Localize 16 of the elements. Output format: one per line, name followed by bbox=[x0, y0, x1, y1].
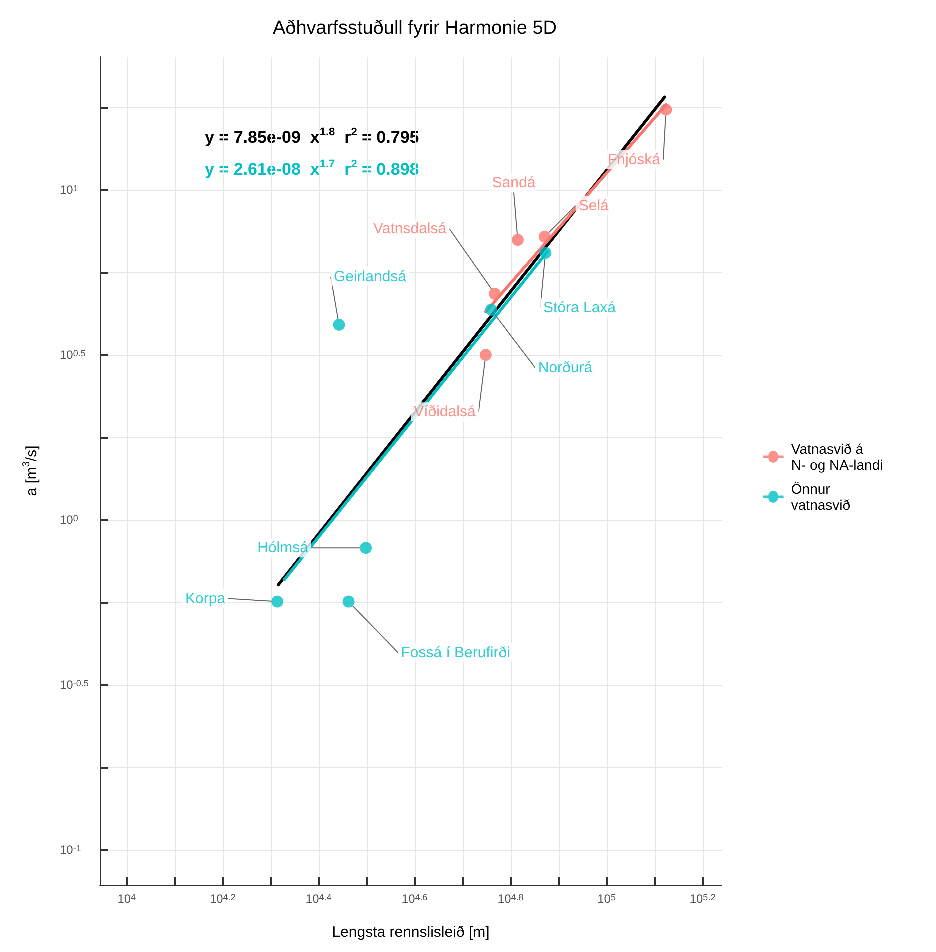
annotation: Sandá bbox=[492, 174, 536, 192]
legend-label: Önnur vatnasvið bbox=[791, 481, 851, 513]
annotation: Vatnsdalsá bbox=[373, 220, 448, 238]
annotation: Norðurá bbox=[538, 359, 594, 376]
annotation: Geirlandsá bbox=[334, 268, 408, 286]
x-axis-title: Lengsta rennslisleið [m] bbox=[332, 924, 490, 941]
annotation: Hólmsá bbox=[258, 540, 310, 557]
chart-title: Aðhvarfsstuðull fyrir Harmonie 5D bbox=[272, 18, 558, 39]
annotation: Fossá í Berufirði bbox=[401, 644, 510, 662]
annotation: Víðidalsá bbox=[414, 404, 476, 421]
annotation: Korpa bbox=[185, 590, 226, 608]
annotation: Stóra Laxá bbox=[543, 300, 617, 317]
annotation: Selá bbox=[578, 197, 610, 214]
y-axis-title: a [m3/s] bbox=[22, 446, 40, 496]
annotation: Fnjóská bbox=[608, 151, 662, 168]
legend-label: Vatnasvið á N- og NA-landi bbox=[791, 441, 884, 473]
